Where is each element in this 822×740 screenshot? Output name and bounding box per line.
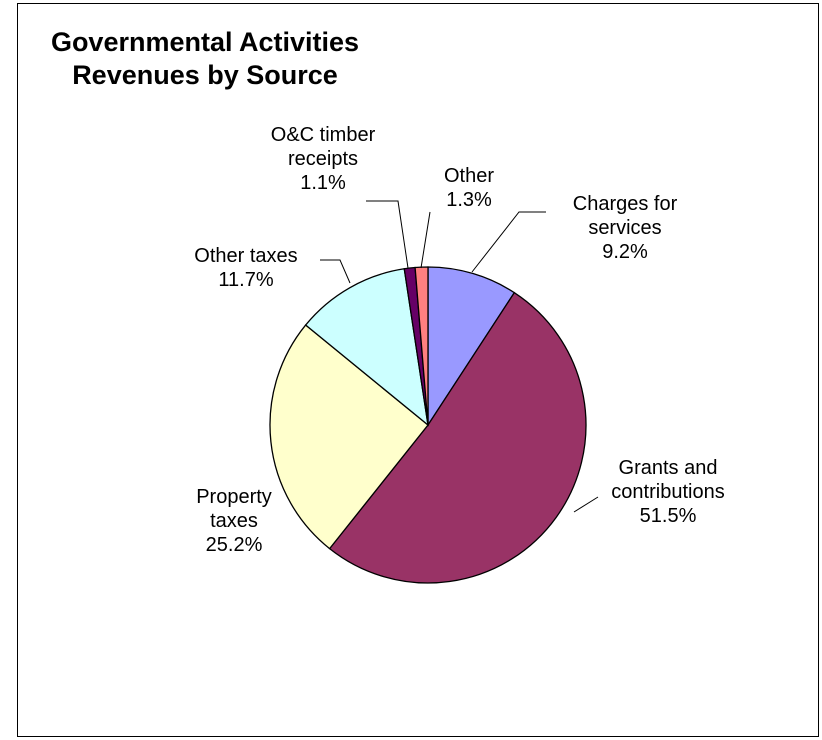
slice-name-label: O&C timber <box>271 124 376 146</box>
slice-label-2: Property taxes 25.2% <box>196 486 272 556</box>
slice-value-label: 11.7% <box>218 269 273 291</box>
slice-value-label: 51.5% <box>640 505 697 527</box>
leader-line-0 <box>471 211 546 273</box>
slice-name-label: contributions <box>611 481 724 503</box>
pie-slice-3 <box>304 268 429 427</box>
chart-title-line-2: Revenues by Source <box>72 60 338 90</box>
slice-label-5: Other 1.3% <box>444 165 494 211</box>
leader-line-5 <box>420 211 431 269</box>
slice-value-label: 25.2% <box>206 534 263 556</box>
slice-value-label: 9.2% <box>602 241 648 263</box>
slice-name-label: Other taxes <box>194 245 297 267</box>
slice-value-label: 1.3% <box>446 189 492 211</box>
chart-title-line-1: Governmental Activities <box>50 27 360 57</box>
pie-slice-2 <box>269 324 429 550</box>
slice-label-3: Other taxes 11.7% <box>194 245 297 291</box>
slice-name-label: receipts <box>288 148 358 170</box>
leader-line-3 <box>320 259 351 284</box>
slice-name-label: Charges for <box>573 193 678 215</box>
slice-label-0: Charges for services 9.2% <box>573 193 678 263</box>
chart-title: Governmental Activities Revenues by Sour… <box>20 26 390 92</box>
pie-slice-0 <box>427 266 516 428</box>
slice-name-label: Other <box>444 165 494 187</box>
slice-name-label: taxes <box>210 510 258 532</box>
leader-line-1 <box>573 496 599 513</box>
pie-slice-1 <box>328 291 587 584</box>
slice-label-4: O&C timber receipts 1.1% <box>271 124 376 194</box>
slice-name-label: services <box>588 217 661 239</box>
slice-name-label: Property <box>196 486 272 508</box>
slice-value-label: 1.1% <box>300 172 346 194</box>
slice-label-1: Grants and contributions 51.5% <box>611 457 724 527</box>
leader-line-4 <box>366 200 409 269</box>
slice-name-label: Grants and <box>619 457 718 479</box>
